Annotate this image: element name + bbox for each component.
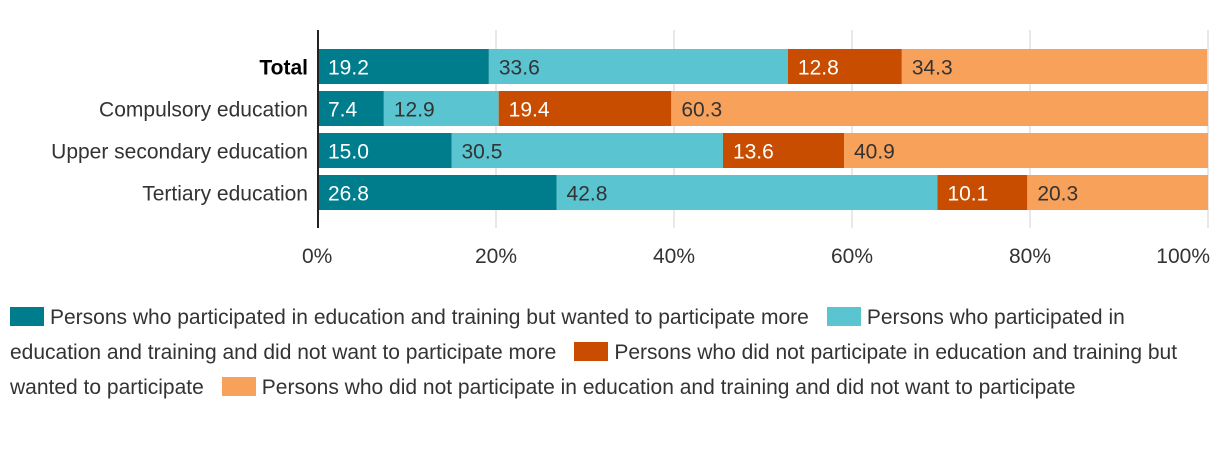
x-tick-label: 60% [831, 245, 873, 268]
x-tick-label: 40% [653, 245, 695, 268]
bar-segment [318, 133, 452, 168]
legend-label: Persons who participated in education an… [10, 306, 1125, 364]
bar-segment [318, 91, 384, 126]
data-label: 19.2 [328, 57, 369, 80]
data-label: 10.1 [947, 183, 988, 206]
data-label: 40.9 [854, 141, 895, 164]
bar-segment [488, 49, 788, 84]
x-tick-label: 20% [475, 245, 517, 268]
legend-label: Persons who did not participate in educa… [10, 341, 1178, 399]
legend-swatch [10, 307, 44, 326]
chart-legend: Persons who participated in education an… [10, 300, 1215, 405]
bar-segment [498, 91, 672, 126]
x-tick-label: 100% [1156, 245, 1210, 268]
stacked-bar-chart: 0% 20% 40% 60% 80% 100% 19.2 33.6 12.8 34.3 Total 7… [51, 30, 1210, 268]
legend-swatch [221, 377, 256, 396]
legend-label: Persons who did not participate in educa… [261, 376, 1076, 399]
x-tick-label: 0% [302, 245, 332, 268]
bar-segment [556, 175, 938, 210]
bar-segment [901, 49, 1208, 84]
bar-segment [318, 49, 489, 84]
data-label: 33.6 [499, 57, 540, 80]
bar-segment [671, 91, 1208, 126]
legend-item: Persons who participated in education an… [10, 306, 809, 329]
legend-item: Persons who did not participate in educa… [10, 341, 1177, 399]
legend-swatch [574, 342, 609, 361]
bar-segment [383, 91, 499, 126]
bar-segment [318, 175, 557, 210]
bar-segment [722, 133, 844, 168]
data-label: 30.5 [462, 141, 503, 164]
data-label: 34.3 [912, 57, 953, 80]
legend-label: Persons who participated in education an… [50, 306, 809, 329]
data-label: 13.6 [733, 141, 774, 164]
data-label: 15.0 [328, 141, 369, 164]
data-label: 7.4 [328, 99, 358, 122]
category-label: Tertiary education [142, 183, 308, 206]
category-label: Compulsory education [99, 99, 308, 122]
bar-segment [451, 133, 723, 168]
data-label: 12.8 [798, 57, 839, 80]
data-label: 20.3 [1037, 183, 1078, 206]
data-label: 26.8 [328, 183, 369, 206]
bar-segment [1027, 175, 1208, 210]
data-label: 42.8 [567, 183, 608, 206]
data-label: 12.9 [394, 99, 435, 122]
legend-item: Persons who participated in education an… [10, 306, 1125, 364]
data-label: 60.3 [681, 99, 722, 122]
bar-segment [843, 133, 1208, 168]
legend-swatch [826, 307, 861, 326]
bar-segment [787, 49, 902, 84]
category-label: Total [259, 57, 308, 80]
x-tick-label: 80% [1009, 245, 1051, 268]
data-label: 19.4 [509, 99, 550, 122]
legend-item: Persons who did not participate in educa… [221, 376, 1076, 399]
category-label: Upper secondary education [51, 141, 308, 164]
bar-segment [937, 175, 1028, 210]
